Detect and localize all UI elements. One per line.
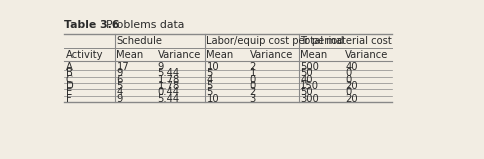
Text: 3: 3 [250,94,256,104]
Text: 5.44: 5.44 [158,68,180,78]
Text: 0: 0 [345,87,351,97]
Text: 40: 40 [345,62,358,72]
Text: 150: 150 [300,81,319,91]
Text: Mean: Mean [300,50,328,60]
Text: Variance: Variance [345,50,389,60]
Text: 20: 20 [345,81,358,91]
Text: Labor/equip cost per period: Labor/equip cost per period [206,36,344,46]
Text: 17: 17 [116,62,129,72]
Text: 1.78: 1.78 [158,81,180,91]
Text: B: B [66,68,73,78]
Text: Schedule: Schedule [116,36,163,46]
Text: 50: 50 [300,68,313,78]
Text: 4: 4 [206,75,212,85]
Text: Total material cost: Total material cost [300,36,392,46]
Text: 5: 5 [206,81,213,91]
Text: A: A [66,62,73,72]
Text: Problems data: Problems data [99,20,184,30]
Text: 6: 6 [116,75,123,85]
Text: 500: 500 [300,62,319,72]
Text: Variance: Variance [158,50,201,60]
Text: 10: 10 [206,62,219,72]
Text: 0: 0 [345,68,351,78]
Text: 2: 2 [250,62,256,72]
Text: 40: 40 [300,75,313,85]
Text: 50: 50 [300,87,313,97]
Text: 0: 0 [345,75,351,85]
Text: C: C [66,75,73,85]
Text: Activity: Activity [66,50,103,60]
Text: 0: 0 [250,75,256,85]
Text: 5: 5 [116,81,123,91]
Text: 0: 0 [250,81,256,91]
Text: F: F [66,94,72,104]
Text: 5: 5 [206,68,213,78]
Text: 9: 9 [116,94,123,104]
Text: E: E [66,87,72,97]
Text: Mean: Mean [116,50,144,60]
Text: 4: 4 [116,87,122,97]
Text: 0.44: 0.44 [158,87,180,97]
Text: 10: 10 [206,94,219,104]
Text: 1: 1 [250,68,256,78]
Text: 20: 20 [345,94,358,104]
Text: 5: 5 [206,87,213,97]
Text: 1.78: 1.78 [158,75,180,85]
Text: 5.44: 5.44 [158,94,180,104]
Text: 9: 9 [158,62,164,72]
Text: Table 3.6: Table 3.6 [64,20,120,30]
Text: D: D [66,81,74,91]
Text: Mean: Mean [206,50,234,60]
Text: 300: 300 [300,94,319,104]
Text: Variance: Variance [250,50,293,60]
Text: 2: 2 [250,87,256,97]
Text: 9: 9 [116,68,123,78]
